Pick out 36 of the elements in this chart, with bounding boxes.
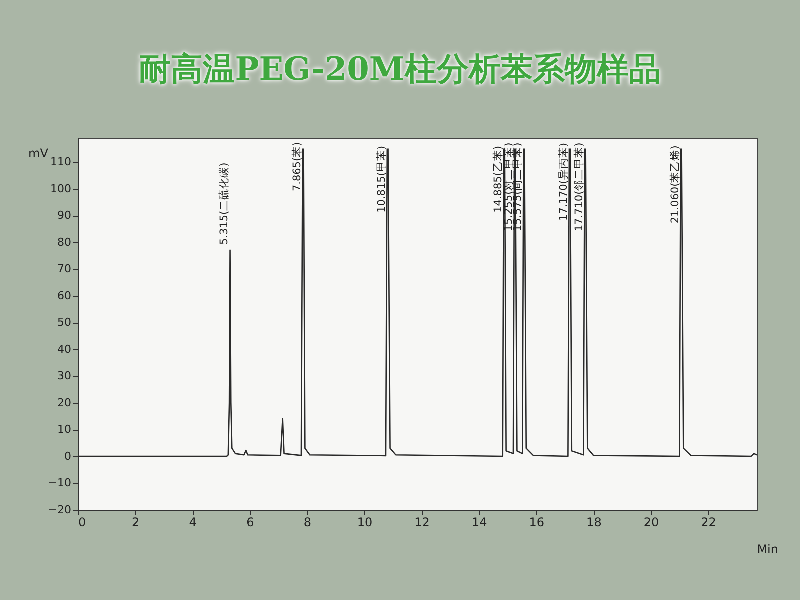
y-tick-label: 90 (58, 209, 72, 222)
x-tick-label: 4 (189, 516, 197, 530)
y-tick-label: −10 (48, 476, 72, 490)
x-tick-label: 10 (357, 516, 373, 530)
x-tick-label: 22 (701, 516, 716, 530)
annotation: 17.710(邻二甲苯) (572, 142, 586, 232)
y-tick-label: 10 (58, 423, 72, 436)
y-tick-label: 20 (58, 396, 72, 410)
y-tick-label: 60 (58, 289, 72, 302)
y-tick-label: 80 (58, 236, 72, 249)
y-tick-label: 0 (64, 450, 72, 463)
annotation: 21.060(苯乙烯) (668, 146, 682, 224)
x-tick-label: 18 (586, 516, 602, 530)
y-tick-label: 50 (58, 316, 72, 330)
annotation: 5.315(二硫化碳) (217, 162, 230, 246)
annotation: 17.170(异丙苯) (556, 143, 570, 221)
y-tick-label: −20 (48, 504, 72, 516)
annotation: 7.865(苯) (290, 142, 304, 192)
y-tick-label: 30 (58, 370, 72, 383)
y-tick-label: 100 (50, 182, 72, 196)
y-axis-title: mV (28, 146, 50, 160)
y-tick-label: 70 (58, 262, 72, 276)
x-tick-label: 0 (78, 516, 86, 530)
annotation: 14.885(乙苯) (491, 146, 504, 213)
x-tick-label: 16 (529, 516, 545, 530)
x-axis-title: Min (757, 542, 778, 556)
x-tick-label: 20 (644, 516, 660, 530)
annotation: 10.815(甲苯) (374, 146, 388, 213)
x-tick-label: 12 (414, 516, 430, 530)
x-tick-label: 8 (304, 516, 312, 530)
y-tick-label: 40 (58, 342, 72, 356)
y-tick-label: 110 (50, 156, 72, 169)
chart-title: 耐高温PEG-20M柱分析苯系物样品 (138, 49, 662, 90)
x-tick-label: 14 (472, 516, 488, 530)
x-tick-label: 6 (246, 516, 254, 530)
x-tick-label: 2 (132, 516, 140, 530)
